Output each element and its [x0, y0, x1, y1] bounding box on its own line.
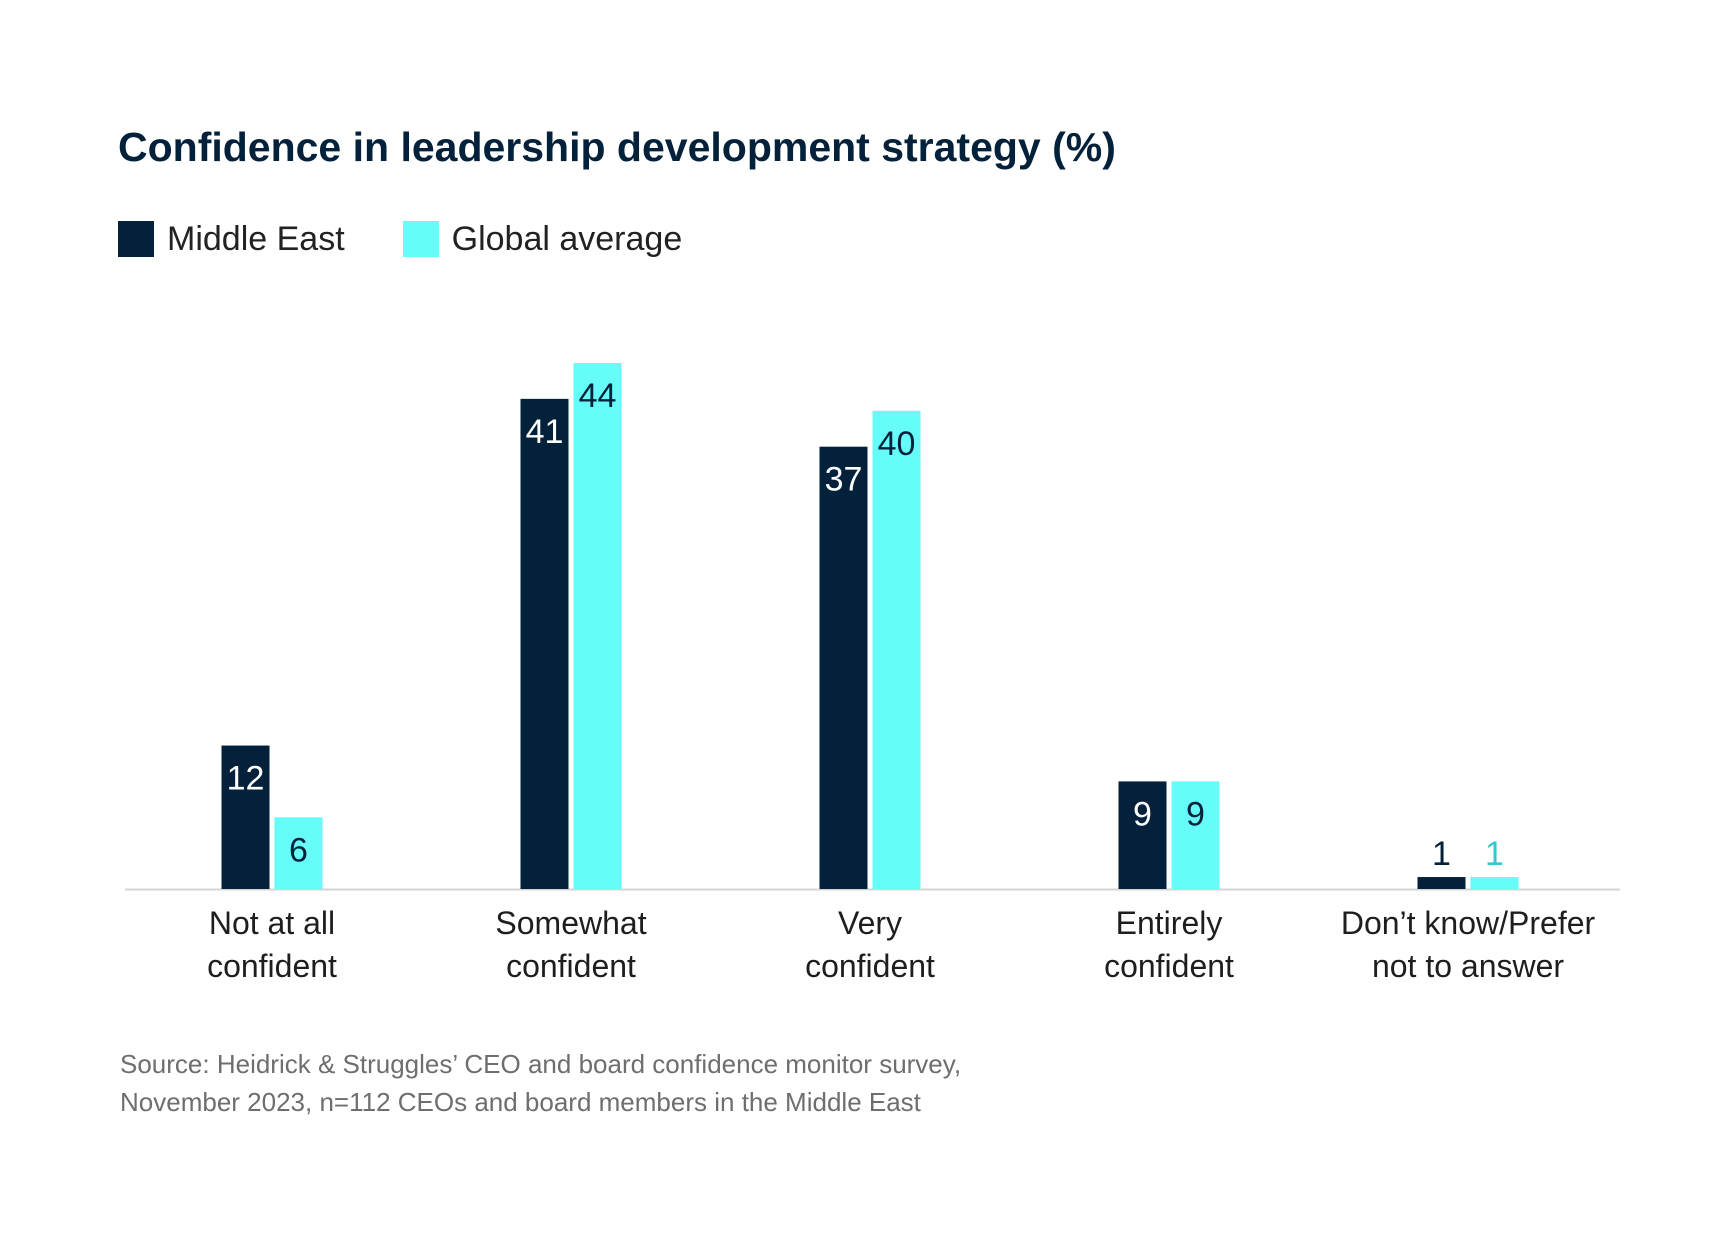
legend-item-global-average: Global average [402, 219, 683, 259]
legend-item-middle-east: Middle East [118, 220, 345, 259]
bar-middle-east-2 [819, 446, 868, 889]
data-label-middle-east-1: 41 [526, 413, 564, 451]
bar-middle-east-4 [1417, 877, 1466, 889]
chart-title: Confidence in leadership development str… [118, 124, 1116, 170]
data-label-global-average-3: 9 [1186, 795, 1205, 833]
data-label-global-average-2: 40 [878, 425, 916, 463]
category-label-3-line-2: confident [1104, 948, 1234, 984]
bar-global-average-4 [1470, 877, 1519, 889]
legend-label-global-average: Global average [451, 219, 683, 258]
data-label-global-average-4: 1 [1485, 835, 1504, 873]
category-label-4-line-2: not to answer [1372, 948, 1564, 984]
data-label-middle-east-4: 1 [1432, 835, 1451, 873]
category-label-3-line-1: Entirely [1116, 905, 1223, 941]
category-label-1-line-1: Somewhat [495, 905, 646, 941]
legend-label-middle-east: Middle East [167, 219, 345, 258]
bar-middle-east-3 [1118, 781, 1167, 889]
bar-middle-east-0 [221, 745, 270, 889]
data-label-global-average-1: 44 [579, 377, 617, 415]
category-label-2-line-1: Very [838, 905, 902, 941]
bar-middle-east-1 [520, 398, 569, 889]
source-note: Source: Heidrick & Struggles’ CEO and bo… [120, 1045, 961, 1121]
legend-swatch-middle-east [118, 221, 154, 257]
bar-global-average-2 [872, 410, 921, 889]
data-label-middle-east-3: 9 [1133, 795, 1152, 833]
source-line-2: November 2023, n=112 CEOs and board memb… [120, 1087, 921, 1117]
category-label-0-line-1: Not at all [209, 905, 335, 941]
data-label-global-average-0: 6 [289, 831, 308, 869]
category-label-1-line-2: confident [506, 948, 636, 984]
category-label-4-line-1: Don’t know/Prefer [1341, 905, 1596, 941]
source-line-1: Source: Heidrick & Struggles’ CEO and bo… [120, 1049, 962, 1079]
bar-global-average-1 [573, 363, 622, 889]
data-label-middle-east-2: 37 [825, 461, 863, 499]
legend-swatch-global-average [402, 221, 439, 257]
chart-legend: Middle East Global average [118, 218, 740, 260]
bar-global-average-0 [274, 817, 323, 889]
category-label-2-line-2: confident [805, 948, 935, 984]
bar-global-average-3 [1171, 781, 1220, 889]
category-label-0-line-2: confident [207, 948, 337, 984]
data-label-middle-east-0: 12 [227, 760, 265, 798]
